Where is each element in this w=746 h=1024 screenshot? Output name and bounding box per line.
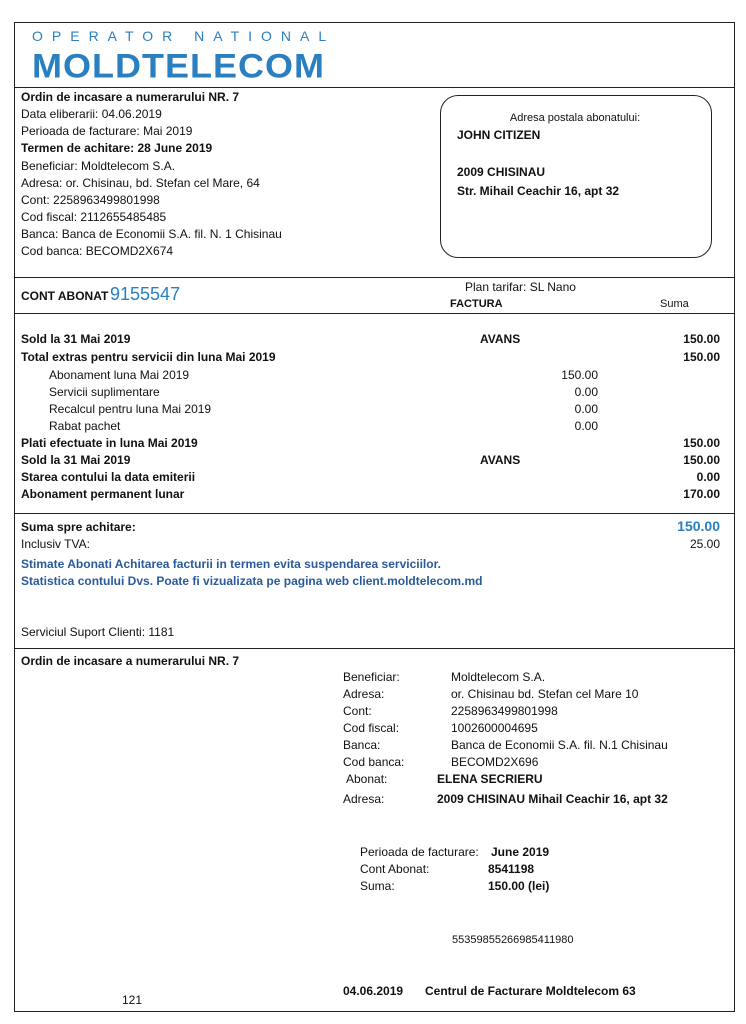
slip-title: Ordin de incasare a numerarului NR. 7 (21, 654, 240, 668)
row-label: Starea contului la data emiterii (21, 470, 196, 484)
info-line: Cod fiscal: 2112655485485 (21, 210, 167, 224)
divider (14, 513, 735, 514)
notice: Stimate Abonati Achitarea facturii in te… (21, 557, 441, 571)
info-line: Beneficiar: Moldtelecom S.A. (21, 159, 176, 173)
slip-date: 04.06.2019 (343, 984, 404, 998)
postal-street: Str. Mihail Ceachir 16, apt 32 (457, 184, 620, 198)
field-label: Cod fiscal: (343, 721, 400, 735)
field-value: Banca de Economii S.A. fil. N.1 Chisinau (451, 738, 668, 752)
summary-value: 8541198 (488, 862, 535, 876)
row-label: Sold la 31 Mai 2019 (21, 453, 131, 467)
field-value: 1002600004695 (451, 721, 538, 735)
info-line: Perioada de facturare: Mai 2019 (21, 124, 193, 138)
row-status: AVANS (480, 332, 521, 346)
field-value: 2009 CHISINAU Mihail Ceachir 16, apt 32 (437, 792, 668, 806)
summary-label: Suma: (360, 879, 395, 893)
field-value: Moldtelecom S.A. (451, 670, 546, 684)
divider (14, 648, 735, 649)
page-number: 121 (122, 993, 143, 1007)
outer-border (14, 22, 735, 1012)
row-label: Total extras pentru servicii din luna Ma… (21, 350, 276, 364)
operator: OPERATOR NATIONAL (32, 28, 336, 44)
info-line: Adresa: or. Chisinau, bd. Stefan cel Mar… (21, 176, 260, 190)
summary-label: Perioada de facturare: (360, 845, 479, 859)
info-line: Cont: 2258963499801998 (21, 193, 160, 207)
item-amount: 0.00 (574, 385, 598, 399)
item-label: Recalcul pentru luna Mai 2019 (49, 402, 212, 416)
info-line: Cod banca: BECOMD2X674 (21, 244, 174, 258)
summary-value: 150.00 (lei) (488, 879, 550, 893)
account-number: 9155547 (110, 284, 181, 304)
summary-value: June 2019 (491, 845, 550, 859)
address-box (440, 95, 712, 258)
field-value: BECOMD2X696 (451, 755, 539, 769)
postal-city: 2009 CHISINAU (457, 165, 546, 179)
divider (14, 87, 735, 88)
vat-amount: 25.00 (689, 537, 720, 551)
vat-label: Inclusiv TVA: (21, 537, 90, 551)
billing-center: Centrul de Facturare Moldtelecom 63 (425, 984, 636, 998)
info-line: Data eliberarii: 04.06.2019 (21, 107, 162, 121)
divider (14, 277, 735, 278)
postal-name: JOHN CITIZEN (457, 128, 541, 142)
support: Serviciul Suport Clienti: 1181 (21, 625, 175, 639)
summary-label: Cont Abonat: (360, 862, 430, 876)
field-value: or. Chisinau bd. Stefan cel Mare 10 (451, 687, 639, 701)
row-label: Abonament permanent lunar (21, 487, 185, 501)
notice: Statistica contului Dvs. Poate fi vizual… (21, 574, 483, 588)
invoice-header: FACTURA (450, 298, 503, 310)
item-amount: 0.00 (574, 419, 598, 433)
field-label: Cod banca: (343, 755, 405, 769)
row-amount: 0.00 (696, 470, 720, 484)
field-label: Adresa: (343, 792, 385, 806)
item-label: Rabat pachet (49, 419, 121, 433)
item-label: Abonament luna Mai 2019 (49, 368, 190, 382)
row-amount: 150.00 (683, 453, 720, 467)
row-label: Sold la 31 Mai 2019 (21, 332, 131, 346)
item-label: Servicii suplimentare (49, 385, 160, 399)
info-title: Ordin de incasare a numerarului NR. 7 (21, 90, 240, 104)
tariff-plan: Plan tarifar: SL Nano (465, 280, 576, 294)
row-label: Plati efectuate in luna Mai 2019 (21, 436, 198, 450)
divider (14, 313, 735, 314)
info-line: Banca: Banca de Economii S.A. fil. N. 1 … (21, 227, 282, 241)
item-amount: 150.00 (561, 368, 598, 382)
row-amount: 150.00 (683, 436, 720, 450)
sum-header: Suma (660, 298, 689, 310)
field-label: Adresa: (343, 687, 385, 701)
field-label: Banca: (343, 738, 381, 752)
info-line: Termen de achitare: 28 June 2019 (21, 141, 213, 155)
postal-label: Adresa postala abonatului: (509, 112, 641, 124)
brand: MOLDTELECOM (32, 46, 325, 85)
due-label: Suma spre achitare: (21, 520, 136, 534)
account-label: CONT ABONAT (21, 289, 109, 303)
barcode-number: 55359855266985411980 (452, 934, 574, 946)
due-amount: 150.00 (677, 518, 720, 534)
field-label: Abonat: (346, 772, 388, 786)
field-label: Beneficiar: (343, 670, 400, 684)
row-amount: 150.00 (683, 350, 720, 364)
field-value: ELENA SECRIERU (437, 772, 543, 786)
row-status: AVANS (480, 453, 521, 467)
row-amount: 170.00 (683, 487, 720, 501)
row-amount: 150.00 (683, 332, 720, 346)
field-value: 2258963499801998 (451, 704, 558, 718)
item-amount: 0.00 (574, 402, 598, 416)
field-label: Cont: (343, 704, 372, 718)
